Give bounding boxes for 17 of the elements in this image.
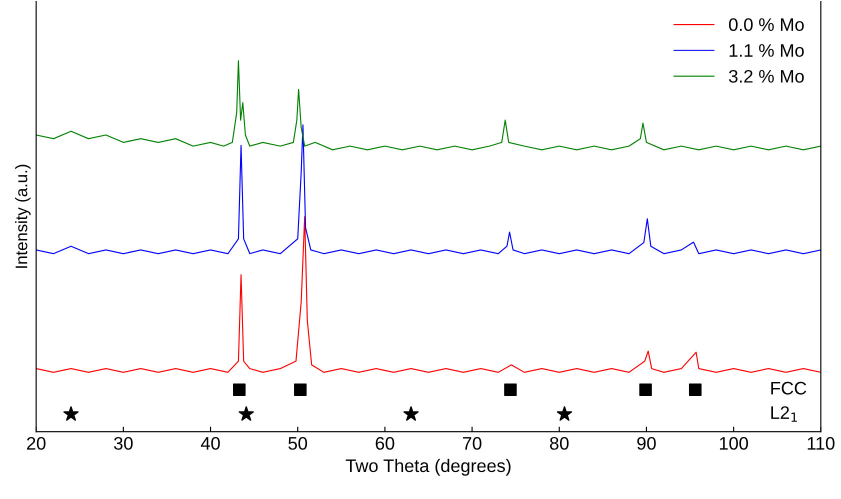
annotation: FCC — [771, 382, 806, 395]
x-tick-label: 70 — [462, 436, 482, 450]
legend-label: 3.2 % Mo — [728, 70, 804, 83]
legend-label: 0.0 % Mo — [729, 18, 804, 32]
x-tick-label: 60 — [376, 436, 394, 450]
x-tick-label: 50 — [288, 436, 308, 450]
x-tick-label: 100 — [720, 436, 748, 450]
x-tick-label: 40 — [200, 436, 220, 450]
x-tick-label: 110 — [808, 436, 835, 450]
x-tick-label: 30 — [114, 436, 133, 450]
x-tick-label: 20 — [27, 436, 46, 450]
x-tick-label: 90 — [637, 436, 656, 450]
x-axis-title: Two Theta (degrees) — [346, 458, 511, 476]
x-tick-label: 80 — [550, 436, 569, 450]
legend-label: 1.1 % Mo — [730, 44, 804, 57]
annotation: L2$_{1}$ — [771, 406, 797, 422]
y-axis-title: Intensity (a.u.) — [15, 164, 31, 268]
